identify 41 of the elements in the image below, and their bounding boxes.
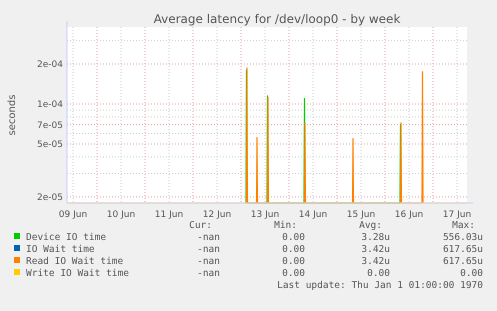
legend-label: Write IO Wait time <box>26 268 130 279</box>
y-tick-label: 1e-04 <box>37 100 64 110</box>
x-tick-label: 11 Jun <box>154 210 184 220</box>
text: 556.03u <box>442 232 483 243</box>
text: Avg: <box>359 220 382 231</box>
x-tick-label: 14 Jun <box>298 210 328 220</box>
text: 3.28u <box>361 232 390 243</box>
text: 617.65u <box>442 244 483 255</box>
x-tick-label: 10 Jun <box>106 210 136 220</box>
y-tick-label: 2e-05 <box>37 193 63 204</box>
x-tick-label: 09 Jun <box>58 210 88 220</box>
y-axis-title: seconds <box>7 94 18 136</box>
x-tick-label: 17 Jun <box>442 210 472 220</box>
legend-label: Read IO Wait time <box>26 256 124 267</box>
legend-label: IO Wait time <box>26 244 95 255</box>
y-tick-label: 5e-05 <box>37 140 63 150</box>
chart-title: Average latency for /dev/loop0 - by week <box>154 12 400 26</box>
text: 0.00 <box>282 232 306 243</box>
x-tick-label: 13 Jun <box>250 210 280 220</box>
y-tick-label: 7e-05 <box>37 120 63 131</box>
text: Min: <box>274 220 297 231</box>
text: -nan <box>197 232 220 243</box>
x-tick-label: 12 Jun <box>202 210 232 220</box>
text: 0.00 <box>282 244 306 255</box>
x-tick-label: 16 Jun <box>394 210 424 220</box>
y-tick-label: 2e-04 <box>37 60 64 70</box>
legend-label: Device IO time <box>26 232 106 243</box>
text: Max: <box>452 220 475 231</box>
text: 0.00 <box>460 268 484 279</box>
text: -nan <box>197 256 220 267</box>
text: 0.00 <box>282 268 306 279</box>
text: Cur: <box>189 220 212 231</box>
text: -nan <box>197 244 220 255</box>
x-tick-label: 15 Jun <box>346 210 376 220</box>
text: 617.65u <box>442 256 483 267</box>
text: 3.42u <box>361 256 390 267</box>
text: 3.42u <box>361 244 390 255</box>
text: Last update: Thu Jan 1 01:00:00 1970 <box>277 280 484 291</box>
text: 0.00 <box>367 268 390 279</box>
text: 0.00 <box>282 256 306 267</box>
text: -nan <box>197 268 220 279</box>
